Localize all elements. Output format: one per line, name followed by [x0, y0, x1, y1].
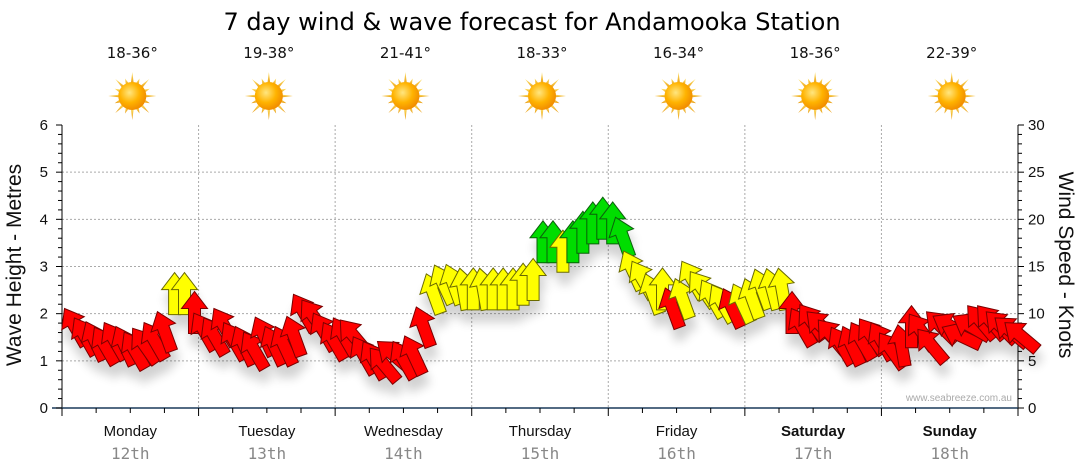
day-label: Saturday	[781, 423, 846, 440]
date-label: 16th	[657, 444, 696, 463]
sun-ray	[813, 107, 817, 120]
sun-ray	[381, 94, 394, 98]
sun-ray	[540, 72, 544, 85]
sun-ray	[130, 72, 134, 85]
sun-ray	[144, 94, 157, 98]
sun-ray	[417, 94, 430, 98]
right-tick-label: 15	[1028, 259, 1045, 276]
left-tick-label: 5	[40, 164, 48, 181]
sun-icon	[927, 72, 976, 120]
temperature-range: 18-36°	[790, 44, 841, 62]
right-tick-label: 10	[1028, 306, 1045, 323]
sun-disc	[391, 82, 420, 110]
sun-disc	[664, 82, 693, 110]
sun-ray	[518, 94, 531, 98]
chart-title: 7 day wind & wave forecast for Andamooka…	[223, 8, 840, 36]
right-tick-label: 20	[1028, 211, 1045, 228]
left-tick-label: 6	[40, 117, 48, 134]
sun-ray	[403, 107, 407, 120]
temperature-range: 22-39°	[926, 44, 977, 62]
left-axis-title: Wave Height - Metres	[3, 164, 26, 366]
sun-ray	[677, 72, 681, 85]
sun-disc	[254, 82, 283, 110]
sun-ray	[791, 94, 804, 98]
sun-ray	[540, 107, 544, 120]
sun-disc	[118, 82, 147, 110]
temperature-range: 21-41°	[380, 44, 431, 62]
sun-icon	[791, 72, 840, 120]
sun-disc	[801, 82, 830, 110]
sun-icon	[654, 72, 703, 120]
sun-ray	[927, 94, 940, 98]
right-tick-label: 30	[1028, 117, 1045, 134]
sun-ray	[244, 94, 257, 98]
date-label: 17th	[794, 444, 833, 463]
wind-arrow	[399, 335, 429, 378]
watermark: www.seabreeze.com.au	[905, 393, 1012, 404]
temperature-range: 16-34°	[653, 44, 704, 62]
right-tick-label: 25	[1028, 164, 1045, 181]
sun-ray	[267, 107, 271, 120]
sun-ray	[553, 94, 566, 98]
day-label: Thursday	[509, 423, 572, 440]
temperature-range: 18-33°	[516, 44, 567, 62]
sun-icon	[518, 72, 566, 120]
left-tick-label: 0	[40, 400, 48, 417]
wind-arrow	[150, 310, 179, 354]
right-axis-title: Wind Speed - Knots	[1054, 172, 1077, 359]
temperature-range: 19-38°	[243, 44, 294, 62]
sun-ray	[813, 72, 817, 85]
day-label: Wednesday	[364, 423, 443, 440]
day-label: Friday	[656, 423, 698, 440]
sun-disc	[528, 82, 556, 110]
date-label: 15th	[521, 444, 560, 463]
sun-ray	[403, 72, 407, 85]
date-label: 18th	[930, 444, 969, 463]
wind-arrow	[409, 306, 437, 350]
sun-ray	[690, 94, 703, 98]
day-label: Tuesday	[238, 423, 295, 440]
wind-arrow	[170, 271, 199, 316]
sun-ray	[267, 72, 271, 85]
right-tick-label: 5	[1028, 353, 1036, 370]
wind-arrow	[180, 290, 209, 334]
sun-ray	[950, 72, 954, 85]
sun-icon	[381, 72, 430, 120]
date-label: 12th	[111, 444, 150, 463]
sun-ray	[963, 94, 976, 98]
date-label: 13th	[248, 444, 287, 463]
sun-ray	[677, 107, 681, 120]
sun-ray	[950, 107, 954, 120]
sun-icon	[108, 72, 157, 120]
right-tick-label: 0	[1028, 400, 1036, 417]
sun-ray	[108, 94, 121, 98]
sun-ray	[130, 107, 134, 120]
day-label: Sunday	[923, 423, 978, 440]
wind-arrow	[598, 201, 627, 245]
sun-ray	[654, 94, 667, 98]
wind-arrow	[519, 257, 548, 301]
left-tick-label: 4	[40, 211, 48, 228]
sun-ray	[280, 94, 293, 98]
day-label: Monday	[104, 423, 158, 440]
date-label: 14th	[384, 444, 423, 463]
left-tick-label: 3	[40, 259, 48, 276]
sun-ray	[827, 94, 840, 98]
wind-arrow	[279, 315, 308, 359]
left-tick-label: 1	[40, 353, 48, 370]
wind-arrow	[917, 328, 951, 367]
wind-arrow	[1004, 322, 1042, 355]
sun-icon	[244, 72, 293, 120]
left-tick-label: 2	[40, 306, 48, 323]
sun-disc	[937, 82, 966, 110]
temperature-range: 18-36°	[107, 44, 158, 62]
